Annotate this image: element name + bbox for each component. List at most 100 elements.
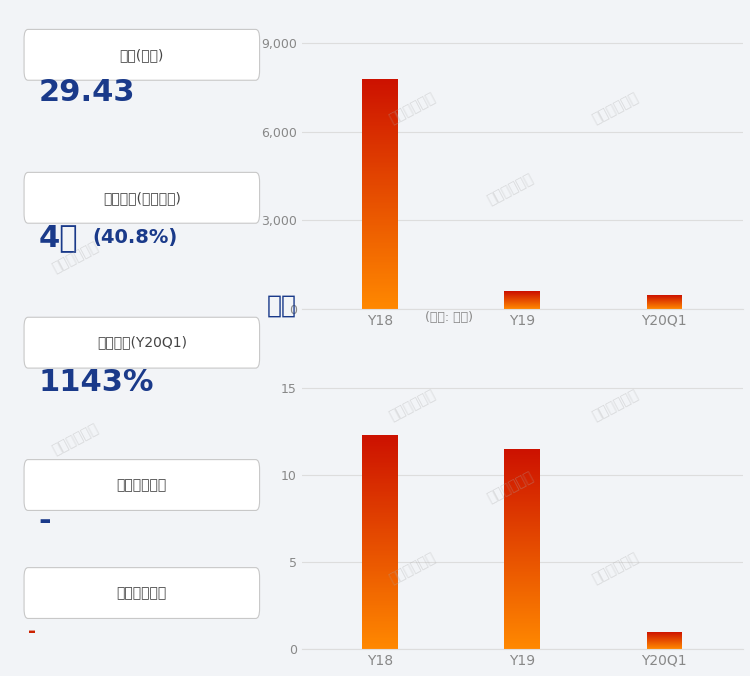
Bar [505, 533, 540, 534]
Bar [505, 464, 540, 465]
Bar [505, 518, 540, 519]
Bar [362, 496, 398, 497]
Bar [362, 445, 398, 447]
Bar [362, 638, 398, 639]
Bar [362, 281, 398, 283]
Text: 机构持股(占流通盘): 机构持股(占流通盘) [103, 191, 181, 205]
Bar [362, 158, 398, 160]
Bar [362, 489, 398, 491]
Bar [362, 199, 398, 201]
Bar [362, 292, 398, 293]
Bar [362, 202, 398, 203]
Bar [362, 570, 398, 571]
Bar [362, 602, 398, 603]
Bar [362, 571, 398, 572]
Bar [362, 477, 398, 478]
Bar [362, 467, 398, 468]
Bar [505, 583, 540, 584]
Bar [362, 172, 398, 173]
Bar [362, 528, 398, 529]
Bar [362, 181, 398, 183]
Bar [362, 515, 398, 516]
Bar [505, 458, 540, 459]
Bar [362, 468, 398, 469]
Bar [505, 511, 540, 512]
Bar [362, 301, 398, 302]
Bar [362, 619, 398, 620]
Bar [505, 627, 540, 628]
Bar [505, 512, 540, 513]
Bar [362, 237, 398, 239]
Bar [362, 554, 398, 555]
Bar [362, 270, 398, 271]
Bar [362, 297, 398, 299]
Bar [505, 479, 540, 480]
Bar [505, 582, 540, 583]
Bar [505, 501, 540, 502]
Bar [362, 84, 398, 85]
Bar [505, 496, 540, 497]
Bar [505, 608, 540, 609]
Bar [362, 601, 398, 602]
Bar [362, 168, 398, 170]
Bar [362, 152, 398, 153]
Text: 大股东质押率: 大股东质押率 [117, 478, 167, 492]
Bar [505, 599, 540, 600]
Bar [362, 640, 398, 642]
Bar [505, 534, 540, 535]
Bar [362, 217, 398, 218]
Bar [362, 451, 398, 452]
Bar [362, 105, 398, 106]
Bar [362, 104, 398, 105]
Bar [362, 258, 398, 260]
Bar [505, 455, 540, 456]
Bar [362, 474, 398, 475]
Bar [505, 490, 540, 491]
Bar [362, 111, 398, 112]
Text: 每日经济新闻: 每日经济新闻 [484, 171, 536, 208]
Bar [362, 443, 398, 445]
Bar [362, 143, 398, 144]
Bar [362, 284, 398, 285]
Bar [505, 499, 540, 500]
Bar [362, 289, 398, 291]
Bar [505, 471, 540, 472]
Bar [505, 506, 540, 507]
Bar [505, 537, 540, 538]
Bar [505, 536, 540, 537]
Bar [362, 524, 398, 525]
Bar [505, 643, 540, 644]
Bar [505, 580, 540, 581]
Bar [362, 166, 398, 167]
Text: 每日经济新闻: 每日经济新闻 [590, 90, 640, 126]
Bar [505, 500, 540, 501]
Bar [362, 286, 398, 287]
Bar [505, 482, 540, 483]
Bar [362, 142, 398, 143]
Bar [362, 93, 398, 95]
Bar [362, 171, 398, 172]
Bar [362, 607, 398, 608]
Bar [362, 254, 398, 255]
Text: 29.43: 29.43 [38, 78, 135, 107]
Bar [362, 87, 398, 88]
Bar [362, 116, 398, 118]
Bar [505, 478, 540, 479]
Bar [505, 607, 540, 608]
Bar [362, 256, 398, 257]
Bar [362, 480, 398, 481]
Bar [362, 585, 398, 586]
Bar [505, 602, 540, 603]
Bar [362, 137, 398, 139]
Bar [362, 590, 398, 592]
Bar [362, 544, 398, 546]
Bar [362, 180, 398, 181]
Bar [505, 516, 540, 517]
Bar [362, 263, 398, 264]
Bar [362, 511, 398, 512]
Bar [505, 529, 540, 530]
Bar [362, 575, 398, 576]
Text: 每日经济新闻: 每日经济新闻 [50, 239, 100, 275]
Bar [362, 514, 398, 515]
Bar [505, 484, 540, 485]
